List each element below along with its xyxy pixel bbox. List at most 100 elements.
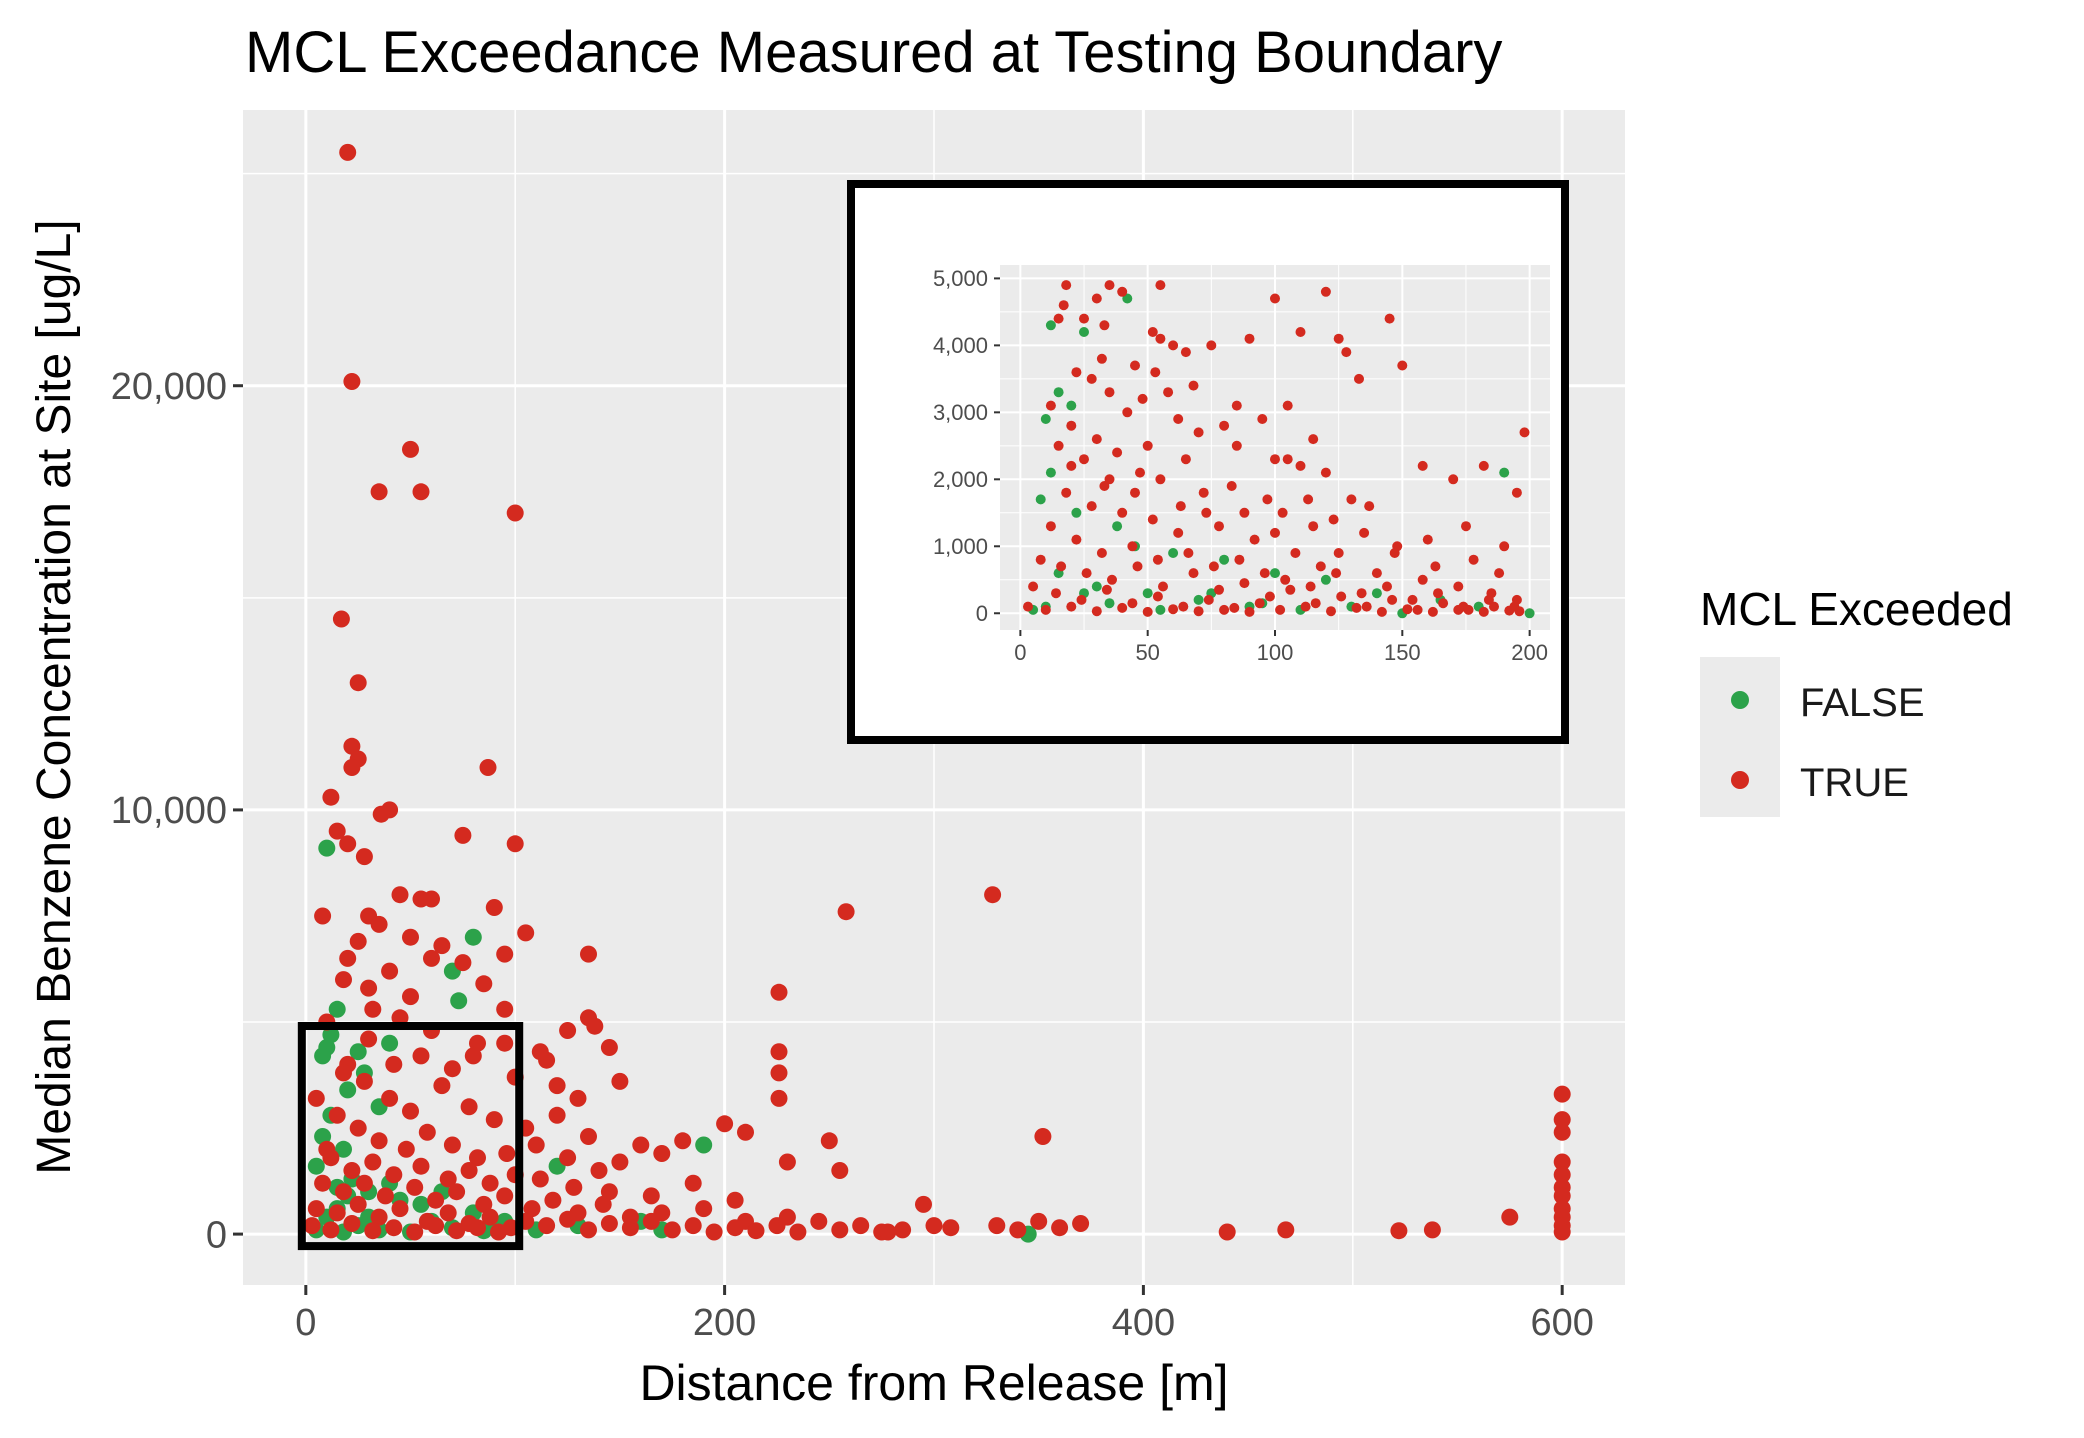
data-point-true: [490, 1223, 507, 1241]
data-point-true: [1364, 501, 1375, 512]
data-point-false: [314, 1047, 332, 1065]
data-point-true: [485, 899, 503, 916]
data-point-true: [611, 1072, 629, 1090]
data-point-true: [1071, 367, 1082, 378]
data-point-true: [402, 440, 419, 458]
data-point-true: [475, 975, 493, 993]
data-point-true: [1308, 434, 1319, 445]
data-point-true: [1091, 434, 1102, 445]
data-point-true: [1117, 286, 1128, 297]
data-point-true: [1163, 387, 1174, 398]
data-point-true: [391, 1200, 409, 1218]
data-point-true: [335, 971, 352, 989]
data-point-true: [1028, 581, 1039, 592]
data-point-true: [406, 1178, 424, 1196]
data-point-true: [1453, 581, 1464, 592]
data-point-true: [370, 915, 388, 933]
data-point-true: [1035, 554, 1046, 565]
data-point-true: [984, 886, 1002, 904]
legend-marker-true: [1731, 771, 1749, 789]
data-point-true: [1501, 1208, 1519, 1226]
data-point-true: [1341, 347, 1352, 358]
data-point-true: [1142, 440, 1153, 451]
data-point-true: [747, 1222, 765, 1240]
data-point-true: [335, 1064, 352, 1082]
data-point-true: [376, 1187, 394, 1205]
data-point-true: [1433, 588, 1443, 599]
data-point-true: [1308, 521, 1319, 532]
data-point-false: [335, 1140, 352, 1158]
data-point-false: [1371, 588, 1382, 599]
data-point-true: [460, 1162, 478, 1179]
data-point-true: [1270, 454, 1280, 465]
data-point-true: [1173, 414, 1184, 424]
data-point-true: [1277, 1221, 1295, 1239]
data-point-true: [737, 1123, 754, 1141]
data-point-true: [538, 1217, 556, 1235]
data-point-true: [1305, 581, 1316, 592]
legend-label-false: FALSE: [1800, 681, 1925, 725]
data-point-true: [1086, 373, 1097, 384]
data-point-true: [433, 1077, 451, 1095]
data-point-true: [391, 886, 409, 904]
data-point-true: [1099, 320, 1110, 331]
data-point-true: [580, 1128, 597, 1145]
data-point-false: [381, 1034, 399, 1052]
data-point-true: [653, 1145, 671, 1162]
data-point-true: [1494, 568, 1505, 579]
data-point-false: [464, 928, 482, 946]
data-point-true: [1290, 548, 1301, 558]
data-point-true: [1320, 286, 1331, 297]
data-point-true: [469, 1219, 486, 1237]
data-point-true: [479, 759, 497, 776]
data-point-true: [1333, 548, 1344, 558]
y-tick-label: 2,000: [933, 467, 988, 492]
data-point-true: [1371, 568, 1382, 579]
data-point-true: [343, 759, 361, 776]
data-point-true: [517, 924, 535, 942]
data-point-true: [544, 1191, 562, 1209]
data-point-false: [1168, 548, 1179, 558]
data-point-true: [314, 1174, 332, 1192]
data-point-true: [1155, 333, 1166, 344]
data-point-true: [1239, 578, 1250, 589]
data-point-true: [481, 1174, 499, 1192]
data-point-true: [1122, 407, 1133, 418]
data-point-true: [1132, 561, 1143, 572]
data-point-true: [831, 1162, 849, 1179]
data-point-true: [1264, 591, 1275, 602]
data-point-true: [1361, 601, 1372, 612]
data-point-true: [988, 1217, 1006, 1235]
data-point-true: [370, 1208, 388, 1226]
data-point-true: [1219, 420, 1230, 431]
data-point-true: [506, 504, 524, 522]
data-point-true: [385, 1166, 403, 1184]
data-point-true: [1127, 598, 1138, 609]
data-point-true: [1150, 367, 1161, 378]
data-point-true: [1180, 454, 1191, 465]
data-point-true: [548, 1106, 566, 1124]
data-point-true: [778, 1153, 796, 1171]
x-tick-label: 600: [1530, 1302, 1593, 1344]
data-point-true: [569, 1089, 587, 1107]
data-point-true: [349, 1195, 367, 1213]
data-point-true: [789, 1223, 807, 1241]
data-point-true: [1270, 527, 1280, 538]
data-point-true: [1193, 606, 1204, 617]
legend-key-background: [1700, 657, 1780, 817]
data-point-true: [527, 1136, 545, 1154]
y-tick-label: 1,000: [933, 534, 988, 559]
data-point-true: [1478, 460, 1489, 471]
data-point-true: [1152, 554, 1163, 565]
data-point-true: [475, 1195, 493, 1213]
data-point-false: [1066, 400, 1077, 411]
inset-chart: 0 50 100 150 200 0 1,000 2,000 3,000 4,000 5,000: [847, 180, 1569, 744]
data-point-true: [820, 1132, 838, 1150]
x-tick-label: 400: [1112, 1302, 1175, 1344]
data-point-true: [443, 1060, 461, 1078]
data-point-false: [695, 1136, 713, 1154]
data-point-true: [498, 1145, 516, 1162]
data-point-false: [1524, 608, 1535, 619]
data-point-true: [684, 1217, 702, 1235]
data-point-true: [1206, 340, 1217, 351]
